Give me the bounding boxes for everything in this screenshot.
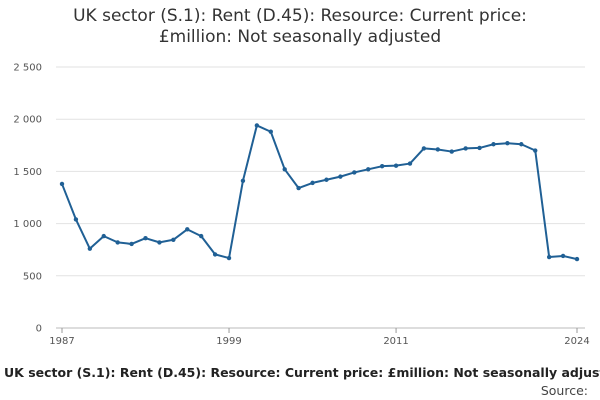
data-point[interactable] — [268, 129, 273, 134]
data-point[interactable] — [519, 142, 524, 147]
data-point[interactable] — [491, 142, 496, 147]
data-point[interactable] — [379, 163, 385, 169]
x-tick-label: 1999 — [216, 336, 241, 347]
data-point[interactable] — [101, 233, 106, 239]
y-tick-label: 0 — [36, 324, 42, 335]
data-point[interactable] — [240, 178, 246, 183]
x-tick-label: 2011 — [383, 336, 408, 347]
data-point[interactable] — [171, 237, 176, 242]
data-point[interactable] — [310, 180, 315, 186]
data-point[interactable] — [143, 236, 148, 241]
data-point[interactable] — [73, 217, 79, 222]
data-point[interactable] — [407, 161, 413, 166]
series-layer — [59, 123, 580, 262]
y-tick-label: 2 500 — [13, 63, 42, 74]
data-point[interactable] — [115, 240, 120, 245]
data-point[interactable] — [282, 167, 287, 172]
data-point[interactable] — [185, 227, 190, 232]
data-point[interactable] — [393, 163, 399, 168]
series-caption: UK sector (S.1): Rent (D.45): Resource: … — [4, 365, 600, 380]
data-point[interactable] — [505, 141, 510, 146]
data-point[interactable] — [212, 252, 218, 257]
data-point[interactable] — [352, 170, 357, 175]
data-point[interactable] — [157, 240, 162, 245]
chart-title-line-1: UK sector (S.1): Rent (D.45): Resource: … — [73, 6, 527, 26]
y-tick-label: 500 — [23, 271, 42, 282]
data-point[interactable] — [366, 167, 371, 172]
chart-title-line-2: £million: Not seasonally adjusted — [158, 27, 442, 47]
data-point[interactable] — [198, 233, 204, 239]
data-point[interactable] — [449, 149, 454, 154]
data-point[interactable] — [296, 185, 301, 191]
data-point[interactable] — [226, 255, 232, 261]
data-point[interactable] — [421, 146, 427, 151]
data-point[interactable] — [574, 256, 580, 262]
axes: 0 500 1 000 1 500 2 000 2 500 1987 1999 2011 2024 — [13, 63, 589, 348]
data-point[interactable] — [435, 147, 441, 152]
y-tick-label: 1 000 — [13, 219, 42, 230]
data-point[interactable] — [87, 246, 93, 251]
y-tick-label: 1 500 — [13, 167, 42, 178]
data-point[interactable] — [463, 146, 468, 151]
series-line — [61, 124, 578, 261]
data-point[interactable] — [477, 145, 482, 151]
data-point[interactable] — [338, 174, 343, 179]
chart-title: UK sector (S.1): Rent (D.45): Resource: … — [0, 6, 600, 48]
y-tick-label: 2 000 — [13, 115, 42, 126]
source-label: Source: — [540, 383, 588, 398]
data-point[interactable] — [324, 177, 329, 182]
data-point[interactable] — [254, 123, 260, 128]
x-tick-label: 1987 — [49, 336, 74, 347]
data-point[interactable] — [533, 148, 538, 153]
data-point[interactable] — [560, 253, 566, 259]
data-point[interactable] — [546, 254, 552, 260]
x-tick-label: 2024 — [564, 336, 589, 347]
gridlines — [56, 66, 585, 329]
data-point[interactable] — [59, 181, 65, 187]
data-point[interactable] — [129, 241, 134, 247]
